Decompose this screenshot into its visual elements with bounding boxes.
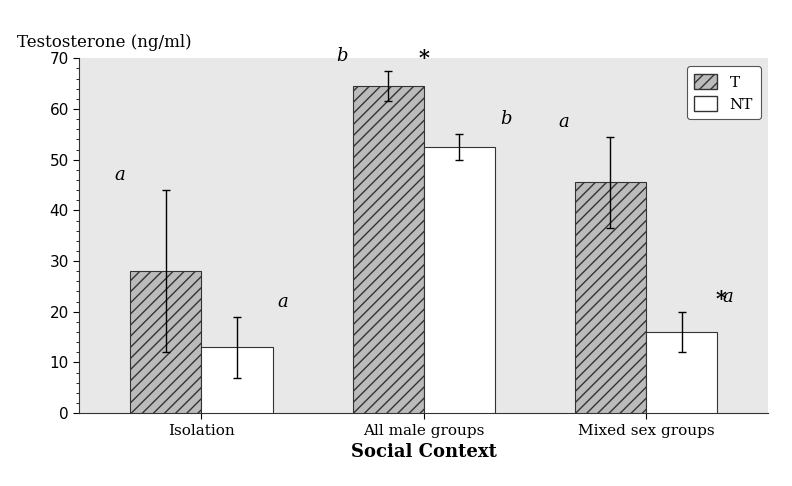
Legend: T, NT: T, NT (687, 66, 760, 120)
Bar (352, 86, 424, 413)
Text: *: * (715, 289, 726, 309)
Bar (575, 183, 646, 413)
Text: b: b (500, 110, 512, 128)
Bar (646, 332, 717, 413)
Text: b: b (336, 47, 348, 65)
Text: a: a (559, 113, 569, 131)
Bar (424, 147, 495, 413)
Bar (131, 271, 201, 413)
Bar (201, 347, 272, 413)
Text: *: * (418, 49, 429, 69)
Text: a: a (278, 293, 288, 311)
Text: Testosterone (ng/ml): Testosterone (ng/ml) (17, 34, 192, 51)
X-axis label: Social Context: Social Context (351, 443, 497, 461)
Text: a: a (114, 166, 125, 184)
Text: a: a (722, 288, 733, 306)
